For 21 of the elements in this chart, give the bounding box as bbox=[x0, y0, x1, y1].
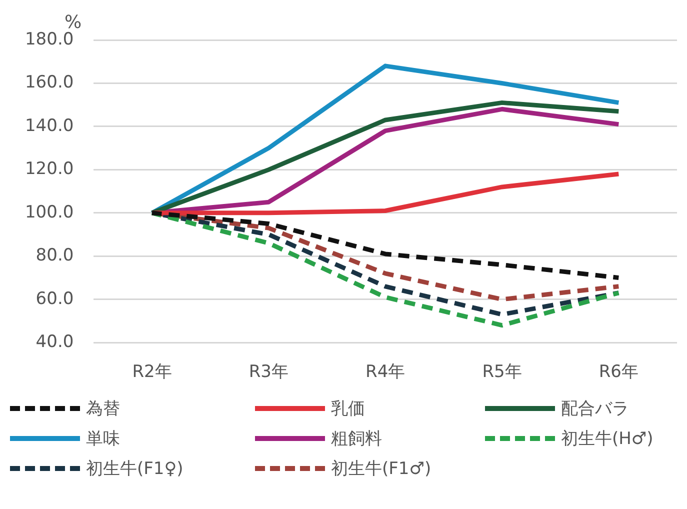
legend-label: 乳価 bbox=[331, 398, 365, 420]
legend-label: 粗飼料 bbox=[331, 428, 382, 450]
x-tick-label: R4年 bbox=[366, 362, 406, 382]
legend-label: 単味 bbox=[86, 428, 120, 450]
x-tick-label: R2年 bbox=[132, 362, 172, 382]
y-tick-label: 140.0 bbox=[24, 116, 74, 136]
legend-label: 初生牛(F1♂) bbox=[331, 458, 432, 480]
x-tick-label: R6年 bbox=[598, 362, 638, 382]
x-tick-label: R5年 bbox=[482, 362, 522, 382]
y-tick-label: 80.0 bbox=[36, 246, 74, 266]
y-tick-label: 40.0 bbox=[36, 332, 74, 352]
legend-label: 初生牛(H♂) bbox=[561, 428, 654, 450]
line-series bbox=[150, 210, 621, 280]
x-tick-label: R3年 bbox=[248, 362, 288, 382]
y-tick-label: 60.0 bbox=[36, 288, 74, 309]
y-tick-label: 120.0 bbox=[24, 159, 74, 180]
legend-label: 初生牛(F1♀) bbox=[86, 458, 184, 480]
y-tick-label: 160.0 bbox=[24, 72, 74, 93]
legend-label: 為替 bbox=[86, 398, 120, 420]
y-tick-label: 100.0 bbox=[24, 202, 74, 222]
legend-label: 配合バラ bbox=[561, 398, 629, 420]
